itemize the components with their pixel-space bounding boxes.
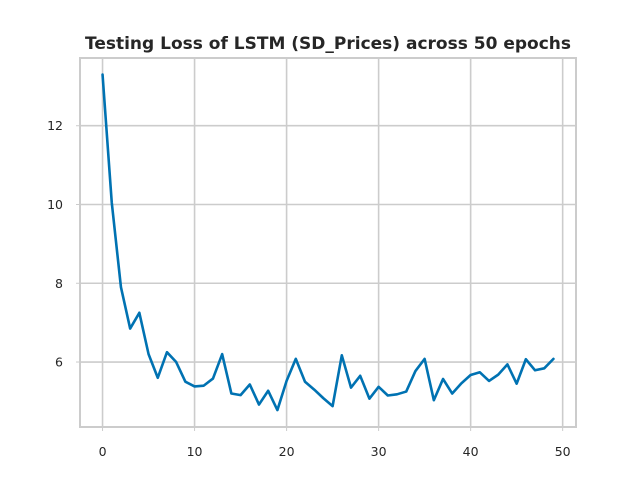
x-tick-label: 50	[555, 444, 571, 459]
x-tick-label: 10	[187, 444, 203, 459]
axes-frame	[79, 57, 577, 428]
x-tick-label: 40	[463, 444, 479, 459]
y-tick-label: 12	[47, 118, 63, 133]
x-tick-label: 20	[279, 444, 295, 459]
y-tick-label: 8	[55, 276, 63, 291]
x-tick-label: 30	[371, 444, 387, 459]
series-layer	[101, 73, 555, 412]
chart-title: Testing Loss of LSTM (SD_Prices) across …	[85, 34, 571, 54]
y-tick-label: 6	[55, 355, 63, 370]
ticks: 0 10 20 30 40 50 6 8 10 12	[47, 118, 571, 459]
series-line	[101, 73, 555, 412]
y-tick-label: 10	[47, 197, 63, 212]
x-tick-label: 0	[99, 444, 107, 459]
